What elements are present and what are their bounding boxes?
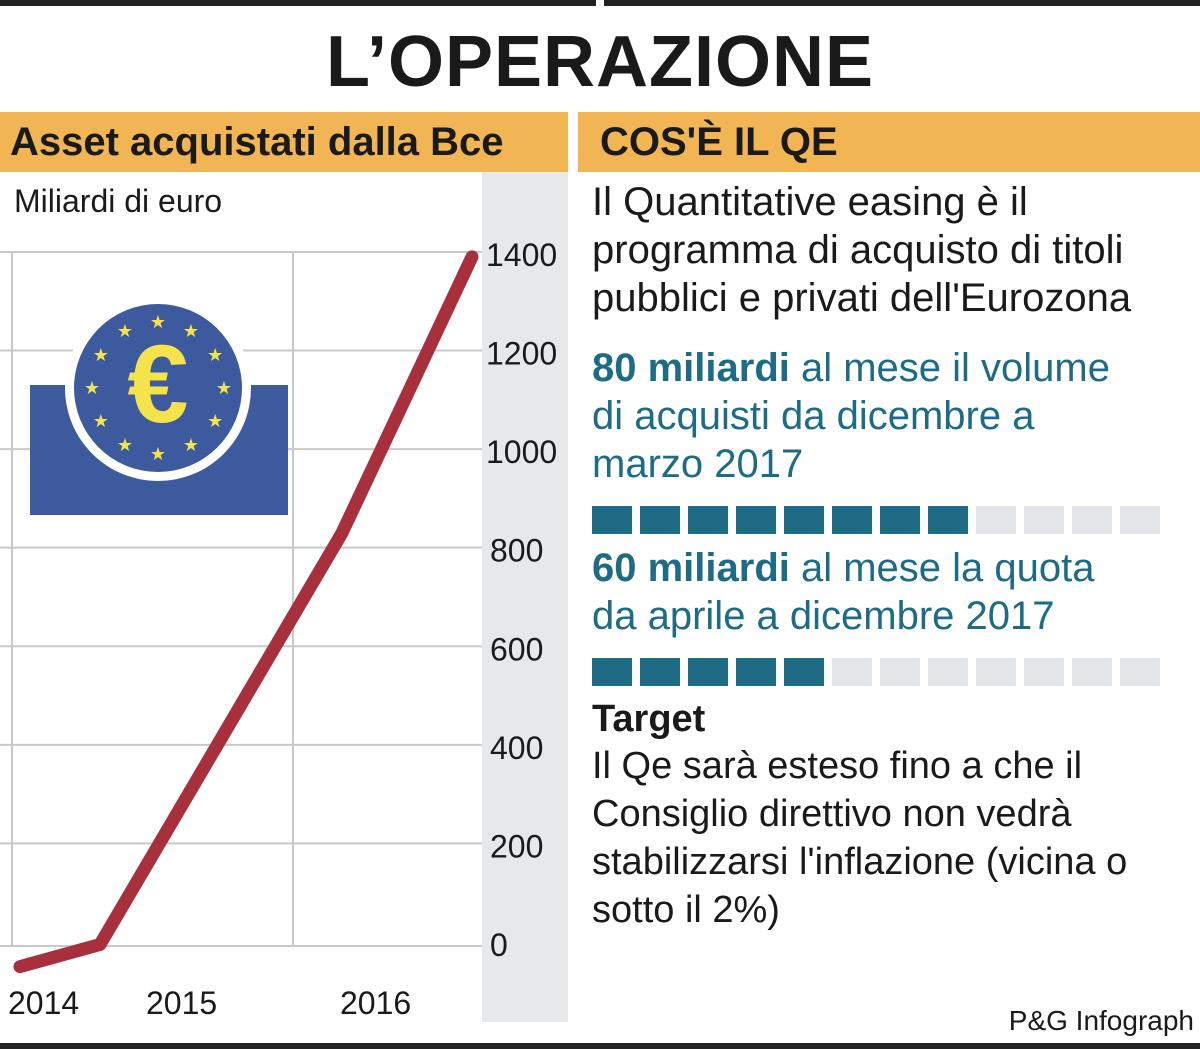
top-rule-right: [604, 0, 1200, 6]
progress-square-filled: [640, 658, 680, 686]
y-tick-label: 800: [490, 533, 543, 569]
progress-square-filled: [736, 506, 776, 534]
star-icon: ★: [150, 444, 166, 464]
qe-description: Il Quantitative easing è il programma di…: [592, 178, 1192, 934]
credit: P&G Infograph: [1008, 1005, 1194, 1036]
ecb-logo: ★ ★ ★ ★ ★ ★ ★ ★ ★ ★ ★ ★ €: [30, 295, 288, 515]
star-icon: ★: [93, 411, 109, 431]
block2-amount: 60 miliardi: [592, 546, 790, 590]
block1-progress: [592, 506, 1192, 534]
x-tick-label: 2016: [340, 985, 411, 1021]
progress-square-empty: [880, 658, 920, 686]
progress-square-empty: [976, 506, 1016, 534]
progress-square-filled: [592, 658, 632, 686]
euro-sign-icon: €: [127, 323, 188, 446]
progress-square-empty: [1072, 658, 1112, 686]
y-tick-label: 200: [490, 828, 543, 864]
progress-square-filled: [592, 506, 632, 534]
progress-square-filled: [832, 506, 872, 534]
progress-square-empty: [928, 658, 968, 686]
y-tick-label: 600: [490, 631, 543, 667]
progress-square-empty: [1120, 506, 1160, 534]
line-chart: Miliardi di euro ★ ★ ★ ★ ★ ★ ★ ★ ★ ★ ★ ★ € 0 200 400 6…: [0, 172, 568, 1022]
progress-square-filled: [880, 506, 920, 534]
series-line: [13, 250, 479, 974]
eu-stars: ★ ★ ★ ★ ★ ★ ★ ★ ★ ★ ★ ★: [84, 312, 232, 464]
star-icon: ★: [117, 321, 133, 341]
progress-square-filled: [688, 506, 728, 534]
target-title: Target: [592, 698, 706, 740]
qe-header: COS'È IL QE: [578, 112, 1200, 172]
y-ticks: 0 200 400 600 800 1000 1200 1400: [486, 237, 557, 963]
y-axis-unit-label: Miliardi di euro: [14, 183, 222, 219]
progress-square-filled: [784, 506, 824, 534]
progress-square-filled: [688, 658, 728, 686]
x-ticks: 2014 2015 2016: [8, 985, 411, 1021]
star-icon: ★: [183, 435, 199, 455]
progress-square-empty: [832, 658, 872, 686]
progress-square-filled: [640, 506, 680, 534]
progress-square-empty: [1072, 506, 1112, 534]
block2-desc: al mese la quota da aprile a dicembre 20…: [592, 546, 1095, 638]
progress-square-filled: [784, 658, 824, 686]
chart-header: Asset acquistati dalla Bce: [0, 112, 568, 172]
block2-progress: [592, 658, 1192, 686]
ecb-logo-disc: [74, 304, 242, 472]
progress-square-empty: [1024, 658, 1064, 686]
y-tick-label: 0: [490, 927, 508, 963]
progress-square-filled: [736, 658, 776, 686]
star-icon: ★: [207, 345, 223, 365]
progress-square-empty: [1120, 658, 1160, 686]
vertical-grid: [11, 252, 294, 946]
block1-amount: 80 miliardi: [592, 346, 790, 390]
intro-text: Il Quantitative easing è il programma di…: [592, 180, 1132, 320]
star-icon: ★: [93, 345, 109, 365]
x-tick-label: 2015: [146, 985, 217, 1021]
star-icon: ★: [216, 378, 232, 398]
bottom-rule: [0, 1043, 1200, 1049]
y-tick-label: 1000: [486, 434, 557, 470]
y-tick-label: 1400: [486, 237, 557, 273]
progress-square-filled: [928, 506, 968, 534]
progress-square-empty: [1024, 506, 1064, 534]
block1-desc: al mese il volume di acquisti da dicembr…: [592, 346, 1110, 486]
top-rule-left: [0, 0, 596, 6]
y-tick-label: 400: [490, 730, 543, 766]
shaded-area: [482, 172, 568, 1022]
target-text: Il Qe sarà esteso fino a che il Consigli…: [592, 745, 1128, 931]
star-icon: ★: [84, 378, 100, 398]
x-tick-label: 2014: [8, 985, 79, 1021]
star-icon: ★: [150, 312, 166, 332]
star-icon: ★: [117, 435, 133, 455]
page-title: L’OPERAZIONE: [325, 22, 875, 102]
plot-background: [0, 172, 568, 1022]
star-icon: ★: [207, 411, 223, 431]
y-tick-label: 1200: [486, 336, 557, 372]
star-icon: ★: [183, 321, 199, 341]
progress-square-empty: [976, 658, 1016, 686]
block1-text: 80 miliardi al mese il volume di acquist…: [592, 344, 1132, 488]
block2-text: 60 miliardi al mese la quota da aprile a…: [592, 544, 1132, 640]
